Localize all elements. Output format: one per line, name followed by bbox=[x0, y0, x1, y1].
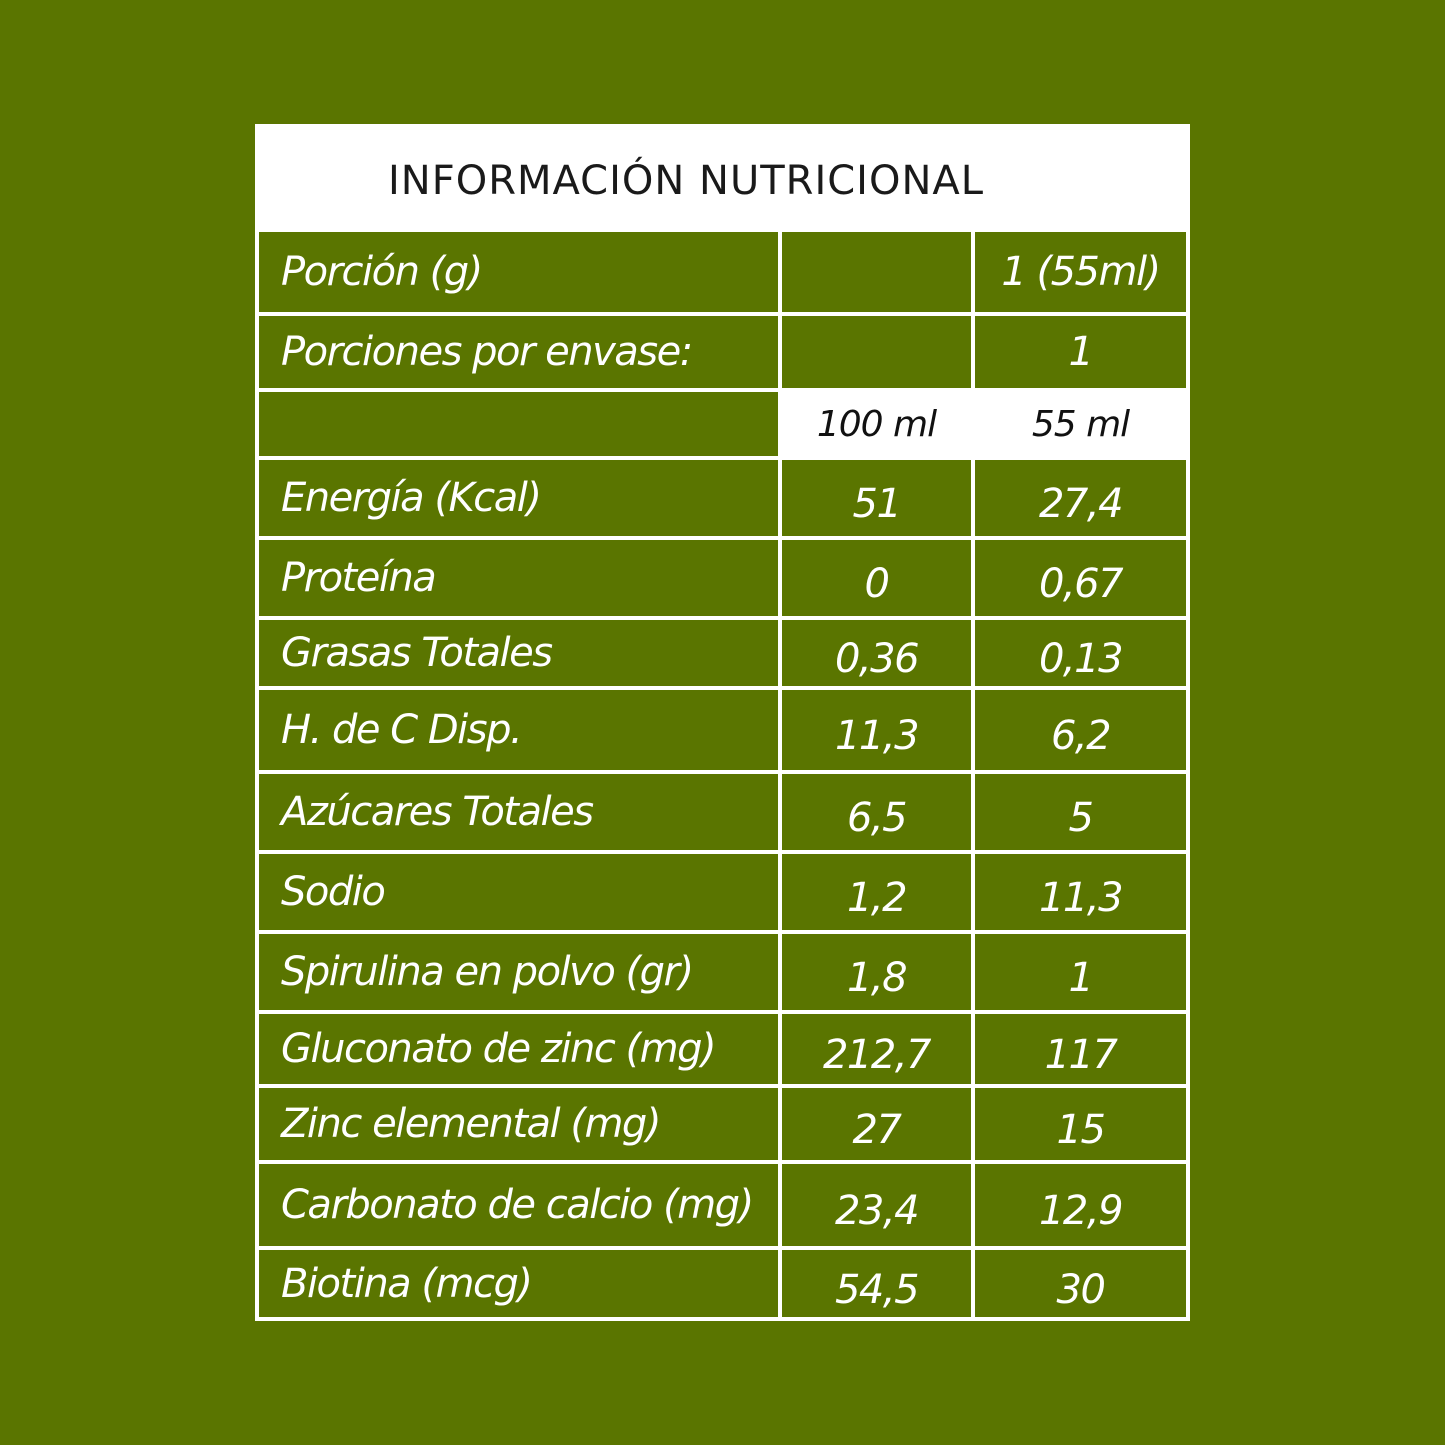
row-value: 27 bbox=[852, 1107, 902, 1153]
value-cell-100ml bbox=[782, 232, 971, 312]
value-cell-portion: 27,4 bbox=[975, 460, 1186, 536]
row-label: Porción (g) bbox=[281, 249, 483, 295]
row-value: 1,8 bbox=[846, 955, 908, 1001]
value-cell-portion: 15 bbox=[975, 1088, 1186, 1160]
row-label-cell bbox=[259, 392, 778, 456]
row-value: 0,67 bbox=[1038, 561, 1124, 607]
value-cell-portion: 0,67 bbox=[975, 540, 1186, 616]
row-label: Spirulina en polvo (gr) bbox=[281, 949, 694, 995]
row-label-cell: Gluconato de zinc (mg) bbox=[259, 1014, 778, 1084]
value-cell-100ml: 54,5 bbox=[782, 1250, 971, 1317]
nutrition-table: INFORMACIÓN NUTRICIONAL Porción (g) 1 (55… bbox=[255, 124, 1190, 1321]
row-label-cell: Biotina (mcg) bbox=[259, 1250, 778, 1317]
value-cell-portion: 117 bbox=[975, 1014, 1186, 1084]
row-label-cell: Porción (g) bbox=[259, 232, 778, 312]
value-cell-portion: 0,13 bbox=[975, 620, 1186, 686]
row-value: 15 bbox=[1056, 1107, 1106, 1153]
row-value: 0,36 bbox=[834, 636, 920, 682]
row-label-cell: Zinc elemental (mg) bbox=[259, 1088, 778, 1160]
table-title: INFORMACIÓN NUTRICIONAL bbox=[388, 158, 985, 204]
row-value: 54,5 bbox=[834, 1266, 920, 1313]
row-label: Sodio bbox=[281, 869, 386, 915]
value-cell-100ml: 51 bbox=[782, 460, 971, 536]
value-cell-portion: 11,3 bbox=[975, 854, 1186, 930]
row-value: 55 ml bbox=[1031, 403, 1130, 445]
row-value: 12,9 bbox=[1038, 1188, 1124, 1234]
value-cell-portion: 55 ml bbox=[975, 392, 1186, 456]
row-label: Gluconato de zinc (mg) bbox=[281, 1026, 717, 1072]
row-value: 0 bbox=[864, 561, 890, 607]
row-label: Azúcares Totales bbox=[281, 789, 594, 835]
row-value: 1 bbox=[1068, 955, 1094, 1001]
row-label: Porciones por envase: bbox=[281, 329, 693, 375]
value-cell-100ml: 6,5 bbox=[782, 774, 971, 850]
row-value: 27,4 bbox=[1038, 481, 1124, 527]
title-bar: INFORMACIÓN NUTRICIONAL bbox=[255, 124, 1190, 229]
row-label-cell: Porciones por envase: bbox=[259, 316, 778, 388]
row-label: H. de C Disp. bbox=[281, 707, 523, 753]
row-label: Biotina (mcg) bbox=[281, 1260, 533, 1307]
value-cell-100ml: 0 bbox=[782, 540, 971, 616]
row-value: 11,3 bbox=[834, 713, 920, 759]
row-label: Proteína bbox=[281, 555, 437, 601]
row-value: 212,7 bbox=[822, 1032, 932, 1078]
row-label-cell: H. de C Disp. bbox=[259, 690, 778, 770]
row-label: Energía (Kcal) bbox=[281, 475, 542, 521]
value-cell-100ml: 0,36 bbox=[782, 620, 971, 686]
row-label: Carbonato de calcio (mg) bbox=[281, 1182, 754, 1228]
value-cell-portion: 5 bbox=[975, 774, 1186, 850]
row-value: 100 ml bbox=[816, 403, 937, 445]
row-value: 5 bbox=[1068, 795, 1094, 841]
row-value: 0,13 bbox=[1038, 636, 1124, 682]
value-cell-100ml: 11,3 bbox=[782, 690, 971, 770]
row-label-cell: Energía (Kcal) bbox=[259, 460, 778, 536]
value-cell-portion: 30 bbox=[975, 1250, 1186, 1317]
value-cell-100ml: 1,2 bbox=[782, 854, 971, 930]
row-label-cell: Grasas Totales bbox=[259, 620, 778, 686]
value-cell-100ml: 100 ml bbox=[782, 392, 971, 456]
value-cell-100ml: 27 bbox=[782, 1088, 971, 1160]
row-value: 117 bbox=[1044, 1032, 1118, 1078]
value-cell-100ml bbox=[782, 316, 971, 388]
row-label-cell: Proteína bbox=[259, 540, 778, 616]
value-cell-portion: 1 bbox=[975, 316, 1186, 388]
row-label: Grasas Totales bbox=[281, 630, 553, 676]
value-cell-portion: 1 bbox=[975, 934, 1186, 1010]
row-value: 1,2 bbox=[846, 875, 908, 921]
row-value: 1 (55ml) bbox=[1001, 249, 1161, 295]
row-label: Zinc elemental (mg) bbox=[281, 1101, 661, 1147]
value-cell-100ml: 212,7 bbox=[782, 1014, 971, 1084]
row-label-cell: Azúcares Totales bbox=[259, 774, 778, 850]
value-cell-100ml: 1,8 bbox=[782, 934, 971, 1010]
row-label-cell: Sodio bbox=[259, 854, 778, 930]
row-value: 11,3 bbox=[1038, 875, 1124, 921]
value-cell-100ml: 23,4 bbox=[782, 1164, 971, 1246]
row-value: 6,5 bbox=[846, 795, 908, 841]
row-value: 23,4 bbox=[834, 1188, 920, 1234]
row-value: 1 bbox=[1068, 329, 1094, 375]
row-value: 51 bbox=[852, 481, 902, 527]
value-cell-portion: 6,2 bbox=[975, 690, 1186, 770]
value-cell-portion: 12,9 bbox=[975, 1164, 1186, 1246]
row-value: 6,2 bbox=[1050, 713, 1112, 759]
row-value: 30 bbox=[1056, 1266, 1106, 1313]
value-cell-portion: 1 (55ml) bbox=[975, 232, 1186, 312]
row-label-cell: Spirulina en polvo (gr) bbox=[259, 934, 778, 1010]
row-label-cell: Carbonato de calcio (mg) bbox=[259, 1164, 778, 1246]
